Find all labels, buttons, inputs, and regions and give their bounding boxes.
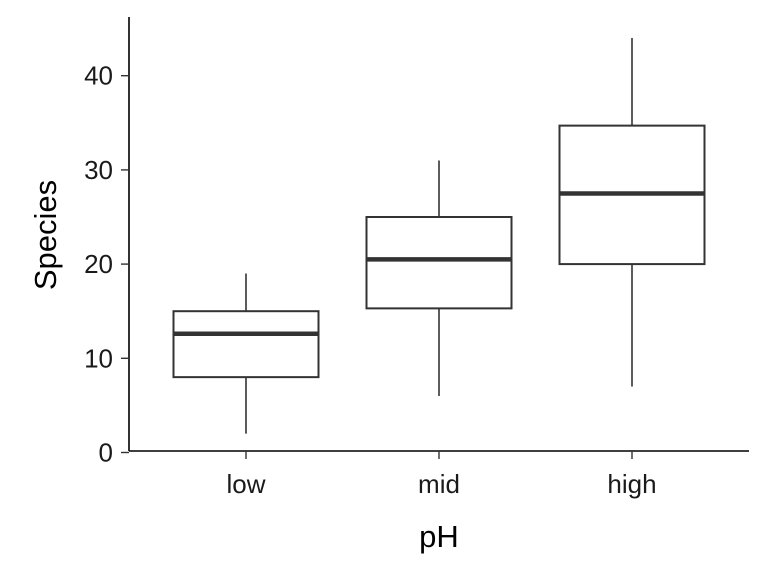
y-tick-label: 40	[84, 61, 113, 91]
boxes-layer	[172, 38, 706, 434]
y-axis-title: Species	[28, 180, 63, 290]
box-low	[172, 273, 320, 434]
x-tick-label-high: high	[607, 469, 656, 499]
y-tick-label: 10	[84, 343, 113, 373]
x-tick-label-mid: mid	[418, 469, 460, 499]
box-mid	[365, 160, 513, 396]
y-tick-label: 20	[84, 249, 113, 279]
x-ticks: low mid high	[226, 451, 657, 499]
x-tick-label-low: low	[226, 469, 265, 499]
y-tick-label: 0	[99, 438, 113, 468]
y-tick-label: 30	[84, 155, 113, 185]
y-ticks: 0 10 20 30 40	[84, 61, 129, 468]
box-iqr	[172, 310, 320, 379]
x-axis-title: pH	[419, 519, 459, 554]
box-high	[558, 38, 706, 387]
box-iqr	[365, 216, 513, 310]
